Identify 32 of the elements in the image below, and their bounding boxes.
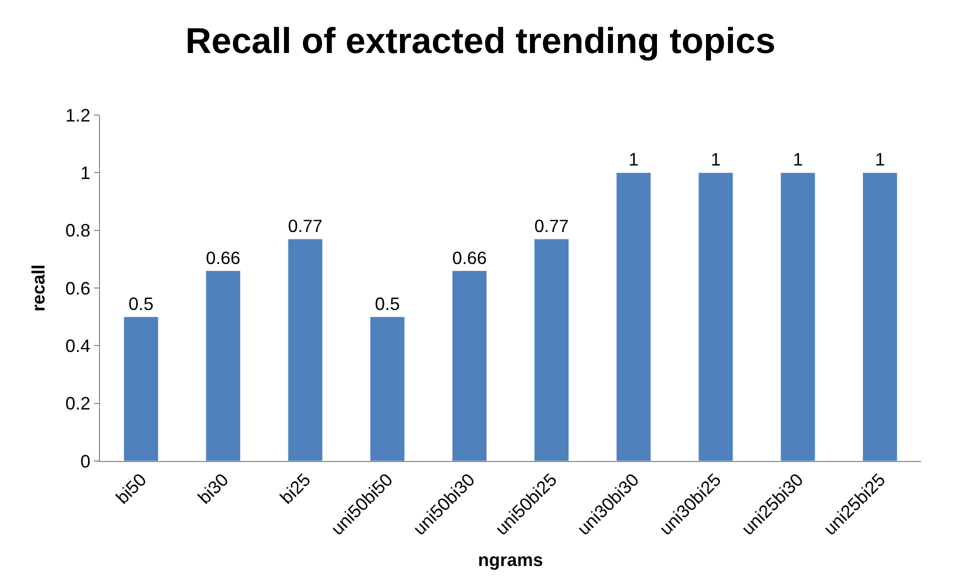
y-axis-title: recall	[28, 264, 49, 312]
data-label: 0.5	[128, 294, 154, 314]
y-tick-label: 1.2	[65, 105, 90, 126]
bar	[370, 316, 405, 461]
bar	[780, 172, 816, 461]
bar	[452, 270, 487, 461]
data-label: 0.66	[206, 248, 241, 268]
bar	[534, 238, 570, 461]
y-tick-label: 0	[80, 451, 90, 472]
bar	[698, 172, 734, 461]
bar	[288, 238, 323, 461]
bar	[616, 172, 652, 461]
data-label: 1	[628, 150, 639, 170]
bar	[206, 270, 241, 461]
x-axis-title: ngrams	[478, 550, 544, 570]
data-label: 1	[710, 150, 721, 170]
chart-title: Recall of extracted trending topics	[185, 20, 776, 62]
y-tick-label: 0.2	[65, 394, 90, 414]
data-label: 0.5	[374, 294, 400, 314]
data-label: 1	[792, 150, 803, 170]
x-tick-label: bi50	[112, 470, 150, 508]
data-label: 0.77	[534, 216, 569, 236]
y-tick-label: 0.8	[65, 220, 90, 241]
data-label: 0.66	[452, 248, 487, 268]
data-label: 0.77	[288, 216, 322, 236]
y-tick-label: 0.4	[65, 336, 90, 356]
x-tick-label: bi30	[194, 470, 232, 508]
bar	[862, 172, 898, 461]
y-tick-label: 1	[80, 162, 90, 183]
y-tick-label: 0.6	[65, 278, 90, 298]
bar	[124, 316, 159, 461]
data-label: 1	[874, 150, 885, 170]
